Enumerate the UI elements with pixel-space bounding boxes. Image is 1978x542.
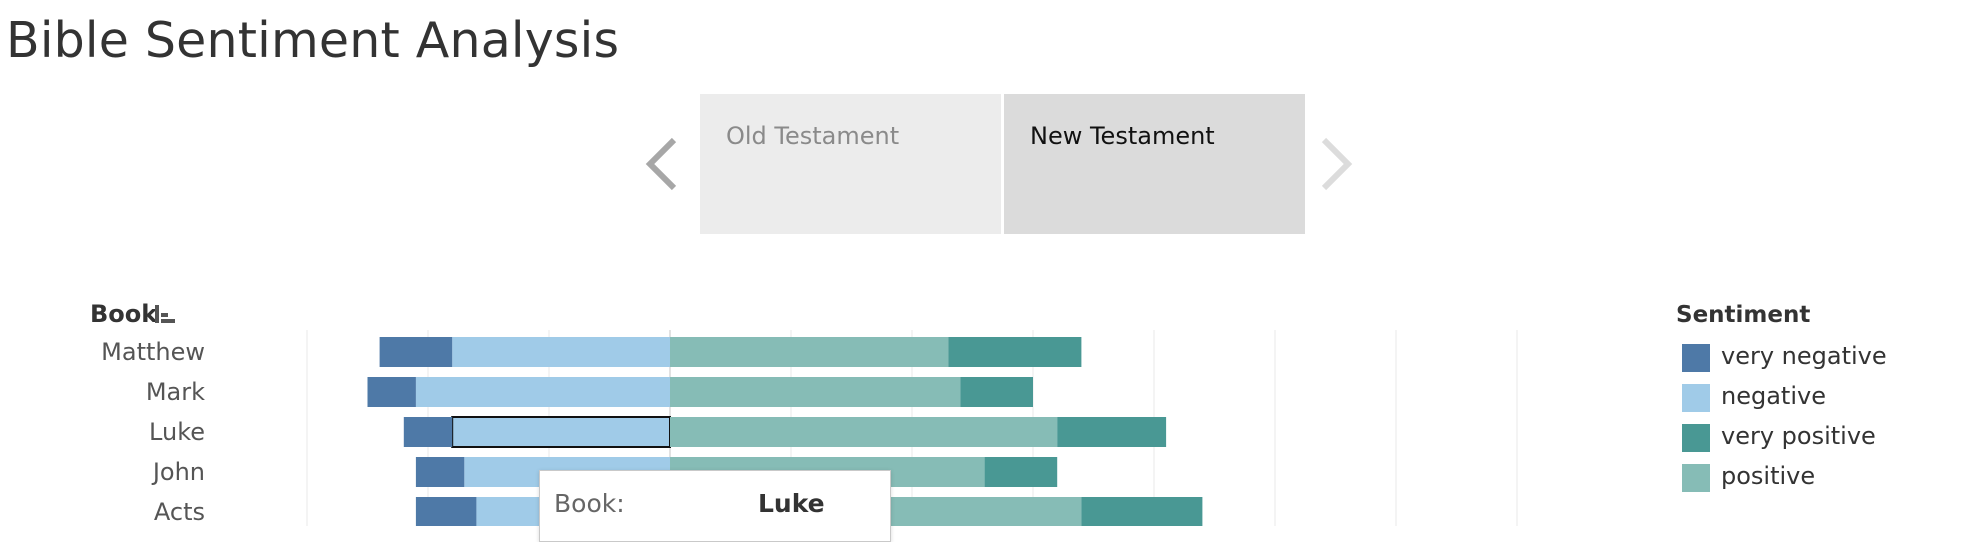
row-label: John [151,458,205,486]
book-column-header: Book [90,300,158,328]
legend-swatch [1682,384,1710,412]
bar-very-negative-john [415,457,465,487]
legend-swatch [1682,424,1710,452]
chevron-left-icon[interactable] [642,134,682,194]
row-label: Matthew [101,338,205,366]
tooltip-value: Luke [758,489,825,518]
legend-label: negative [1721,382,1826,410]
bar-very-positive-mark [960,377,1033,407]
bar-positive-matthew [670,337,949,367]
bar-very-positive-acts [1081,497,1203,526]
legend-swatch [1682,464,1710,492]
legend-title: Sentiment [1676,302,1811,328]
bar-very-negative-mark [367,377,416,407]
tab-old-testament[interactable]: Old Testament [700,94,1001,234]
bar-very-positive-john [984,457,1058,487]
legend-swatch [1682,344,1710,372]
legend-label: very negative [1721,342,1887,370]
row-label: Luke [149,418,205,446]
page-title: Bible Sentiment Analysis [6,12,620,69]
bar-very-negative-matthew [379,337,453,367]
bar-very-negative-acts [415,497,477,526]
bar-negative-luke [451,416,672,448]
bar-very-positive-luke [1057,417,1167,447]
bar-positive-mark [670,377,961,407]
tooltip-key: Book: [554,489,625,518]
bar-very-positive-matthew [948,337,1082,367]
chevron-right-icon[interactable] [1316,134,1356,194]
tooltip: Book: Luke [539,470,891,542]
row-label: Mark [146,378,205,406]
bar-negative-matthew [452,337,670,367]
legend-label: positive [1721,462,1816,490]
tab-new-testament[interactable]: New Testament [1004,94,1305,234]
legend-label: very positive [1721,422,1876,450]
bar-negative-mark [415,377,670,407]
bar-positive-luke [670,417,1058,447]
row-label: Acts [154,498,205,526]
bar-very-negative-luke [403,417,453,447]
sort-icon[interactable] [154,303,176,325]
